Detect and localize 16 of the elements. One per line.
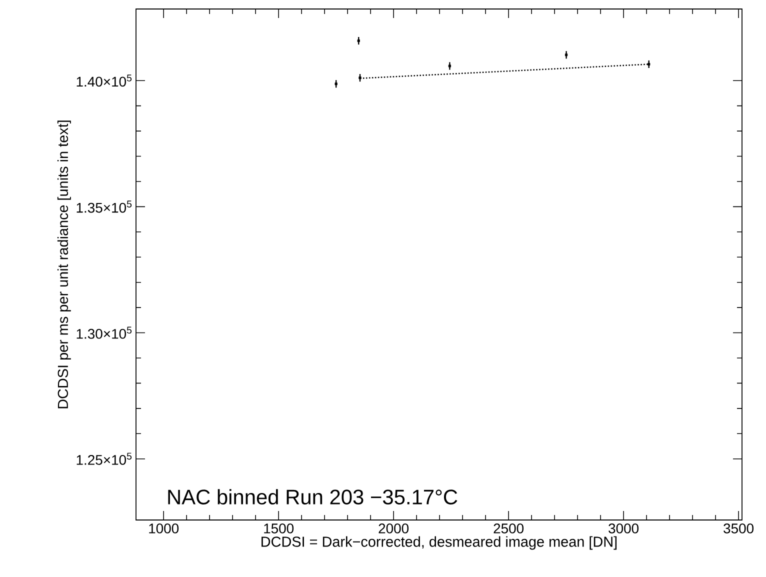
y-tick-label: 1.35×10$^{5}$ xyxy=(76,200,132,213)
x-tick-label: 1000 xyxy=(149,524,179,534)
y-tick-label: 1.30×10$^{5}$ xyxy=(76,326,132,339)
x-tick-label: 2500 xyxy=(494,524,524,534)
y-tick-label: 1.25×10$^{5}$ xyxy=(76,452,132,465)
annotation: NAC binned Run 203 −35.17°C xyxy=(168,489,458,504)
point xyxy=(565,54,568,56)
x-tick-label: 1500 xyxy=(264,524,294,534)
point xyxy=(448,64,451,68)
x-tick-label: 3500 xyxy=(724,524,754,534)
y-tick-label: 1.40×10$^{5}$ xyxy=(76,74,132,87)
x-tick-label: 2000 xyxy=(378,524,409,534)
y-axis-title: DCDSI per ms per unit radiance [units in text] xyxy=(57,120,71,408)
x-axis-title: DCDSI = Dark−corrected, desmeared image mean [DN] xyxy=(262,536,617,550)
x-tick-label: 3000 xyxy=(608,524,639,534)
point xyxy=(357,39,360,42)
